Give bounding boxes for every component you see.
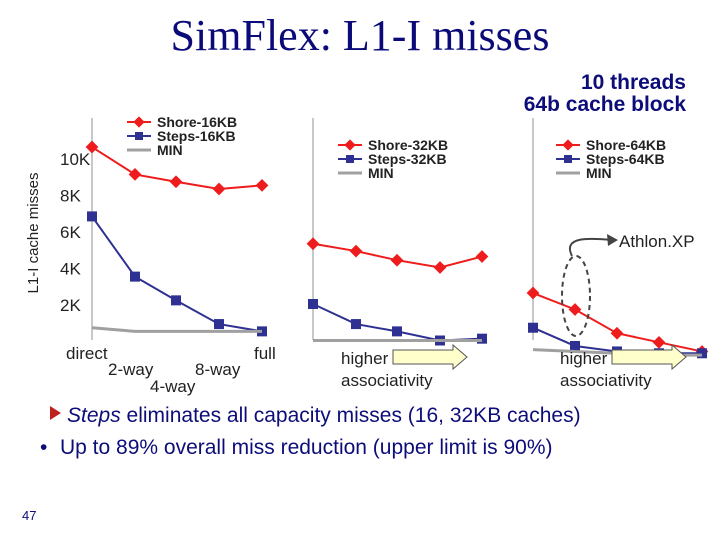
legend-label: MIN bbox=[586, 165, 612, 181]
legend-swatch-marker bbox=[135, 132, 143, 140]
annotation-label: Athlon.XP bbox=[619, 232, 695, 251]
data-point bbox=[171, 295, 181, 306]
data-point bbox=[526, 286, 540, 300]
bullet-1: Steps eliminates all capacity misses (16… bbox=[50, 404, 581, 428]
y-tick-label: 10K bbox=[60, 150, 91, 169]
config-note: 10 threads 64b cache block bbox=[524, 72, 686, 116]
data-point bbox=[697, 348, 707, 359]
x-tick-label: 2-way bbox=[108, 360, 154, 379]
data-point bbox=[212, 182, 226, 196]
data-point bbox=[390, 253, 404, 267]
legend-swatch-marker bbox=[562, 139, 574, 151]
annotation-arrow-line bbox=[569, 237, 613, 257]
series-line bbox=[532, 292, 703, 353]
bullet-2: • Up to 89% overall miss reduction (upper… bbox=[40, 436, 553, 460]
x-axis-label-line1: higher bbox=[560, 349, 608, 368]
legend-label: Shore-16KB bbox=[157, 114, 237, 130]
data-point bbox=[255, 179, 269, 192]
legend-swatch-marker bbox=[133, 116, 145, 128]
highlight-ellipse bbox=[561, 255, 591, 337]
data-point bbox=[85, 140, 99, 154]
right-arrow-icon bbox=[611, 343, 687, 371]
slide-title: SimFlex: L1-I misses bbox=[170, 11, 550, 60]
bullet-1-text: eliminates all capacity misses (16, 32KB… bbox=[120, 404, 581, 427]
data-point bbox=[349, 244, 363, 258]
legend-label: Shore-32KB bbox=[368, 137, 448, 153]
data-point bbox=[475, 250, 489, 263]
config-block: 64b cache block bbox=[523, 93, 686, 116]
data-point bbox=[128, 168, 142, 181]
data-point bbox=[528, 322, 538, 333]
data-point bbox=[87, 211, 97, 222]
data-point bbox=[351, 319, 361, 330]
data-point bbox=[568, 303, 582, 316]
page-number: 47 bbox=[22, 508, 37, 523]
dot-bullet-icon: • bbox=[40, 436, 48, 459]
y-tick-label: 4K bbox=[60, 260, 81, 279]
data-point bbox=[610, 326, 624, 340]
data-point bbox=[392, 326, 402, 337]
right-arrow-icon bbox=[392, 343, 468, 371]
data-point bbox=[308, 299, 318, 309]
legend-label: Steps-64KB bbox=[586, 151, 665, 167]
annotation-arrow-head bbox=[607, 234, 618, 246]
data-point bbox=[570, 340, 580, 351]
x-tick-label: 8-way bbox=[195, 360, 241, 379]
legend-label: Steps-32KB bbox=[368, 151, 447, 167]
x-axis-label-line1: higher bbox=[341, 349, 389, 368]
legend-swatch-marker bbox=[564, 155, 572, 163]
chart-figure: L1-I cache misses10K8K6K4K2KShore-16KBSt… bbox=[25, 114, 709, 396]
y-axis-label: L1-I cache misses bbox=[25, 173, 42, 294]
x-axis-label-line2: associativity bbox=[341, 371, 433, 390]
x-tick-label: full bbox=[254, 344, 276, 363]
arrow-bullet-icon bbox=[50, 406, 61, 420]
bullet-1-emph: Steps bbox=[67, 404, 121, 427]
x-tick-label: 4-way bbox=[150, 377, 196, 396]
x-axis-label-line2: associativity bbox=[560, 371, 652, 390]
data-point bbox=[477, 333, 487, 344]
legend-label: Steps-16KB bbox=[157, 128, 236, 144]
bullet-2-text: Up to 89% overall miss reduction (upper … bbox=[60, 436, 553, 459]
data-point bbox=[433, 261, 447, 274]
data-point bbox=[652, 335, 666, 349]
data-point bbox=[169, 175, 183, 189]
y-tick-label: 8K bbox=[60, 187, 81, 206]
data-point bbox=[214, 319, 224, 330]
x-tick-label: direct bbox=[66, 344, 108, 363]
y-tick-label: 6K bbox=[60, 223, 81, 242]
config-threads: 10 threads bbox=[580, 71, 686, 94]
data-point bbox=[306, 237, 320, 251]
legend-label: MIN bbox=[157, 142, 183, 158]
legend-swatch-marker bbox=[346, 155, 354, 163]
legend-swatch-marker bbox=[344, 139, 356, 151]
legend-label: Shore-64KB bbox=[586, 137, 666, 153]
data-point bbox=[130, 271, 140, 282]
legend-label: MIN bbox=[368, 165, 394, 181]
series-line bbox=[91, 215, 263, 333]
y-tick-label: 2K bbox=[60, 296, 81, 315]
series-line bbox=[91, 326, 262, 333]
